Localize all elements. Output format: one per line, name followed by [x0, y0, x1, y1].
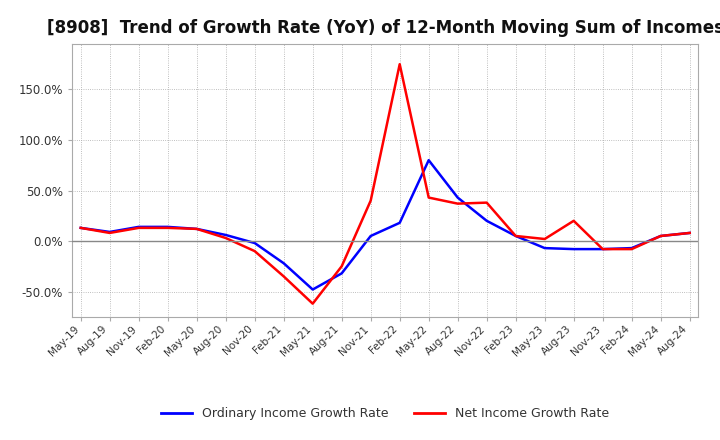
Net Income Growth Rate — [395, 62, 404, 67]
Net Income Growth Rate — [657, 233, 665, 238]
Net Income Growth Rate — [366, 198, 375, 203]
Net Income Growth Rate — [76, 225, 85, 231]
Ordinary Income Growth Rate — [685, 230, 694, 235]
Ordinary Income Growth Rate — [395, 220, 404, 225]
Ordinary Income Growth Rate — [221, 232, 230, 238]
Ordinary Income Growth Rate — [308, 287, 317, 292]
Net Income Growth Rate — [105, 230, 114, 235]
Ordinary Income Growth Rate — [424, 158, 433, 163]
Net Income Growth Rate — [541, 236, 549, 242]
Ordinary Income Growth Rate — [366, 233, 375, 238]
Ordinary Income Growth Rate — [135, 224, 143, 230]
Net Income Growth Rate — [221, 235, 230, 241]
Net Income Growth Rate — [570, 218, 578, 224]
Ordinary Income Growth Rate — [657, 233, 665, 238]
Ordinary Income Growth Rate — [598, 246, 607, 252]
Ordinary Income Growth Rate — [279, 260, 288, 266]
Net Income Growth Rate — [454, 201, 462, 206]
Ordinary Income Growth Rate — [627, 246, 636, 251]
Title: [8908]  Trend of Growth Rate (YoY) of 12-Month Moving Sum of Incomes: [8908] Trend of Growth Rate (YoY) of 12-… — [47, 19, 720, 37]
Ordinary Income Growth Rate — [541, 246, 549, 251]
Line: Net Income Growth Rate: Net Income Growth Rate — [81, 64, 690, 304]
Net Income Growth Rate — [163, 225, 172, 231]
Legend: Ordinary Income Growth Rate, Net Income Growth Rate: Ordinary Income Growth Rate, Net Income … — [156, 402, 614, 425]
Ordinary Income Growth Rate — [105, 229, 114, 235]
Ordinary Income Growth Rate — [482, 218, 491, 224]
Ordinary Income Growth Rate — [511, 233, 520, 238]
Net Income Growth Rate — [482, 200, 491, 205]
Ordinary Income Growth Rate — [454, 195, 462, 200]
Ordinary Income Growth Rate — [192, 226, 201, 231]
Ordinary Income Growth Rate — [76, 225, 85, 231]
Net Income Growth Rate — [511, 233, 520, 238]
Net Income Growth Rate — [338, 264, 346, 269]
Net Income Growth Rate — [685, 230, 694, 235]
Net Income Growth Rate — [279, 274, 288, 279]
Net Income Growth Rate — [598, 246, 607, 252]
Net Income Growth Rate — [308, 301, 317, 306]
Ordinary Income Growth Rate — [338, 271, 346, 276]
Ordinary Income Growth Rate — [570, 246, 578, 252]
Net Income Growth Rate — [424, 195, 433, 200]
Net Income Growth Rate — [627, 246, 636, 252]
Net Income Growth Rate — [135, 225, 143, 231]
Ordinary Income Growth Rate — [251, 240, 259, 246]
Line: Ordinary Income Growth Rate: Ordinary Income Growth Rate — [81, 160, 690, 290]
Ordinary Income Growth Rate — [163, 224, 172, 230]
Net Income Growth Rate — [251, 249, 259, 254]
Net Income Growth Rate — [192, 226, 201, 231]
